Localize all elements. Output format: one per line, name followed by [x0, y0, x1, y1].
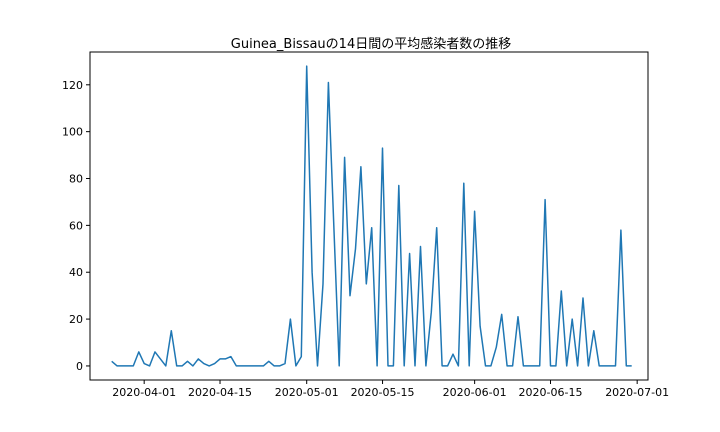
- y-axis: 0 20 40 60 80 100 120: [62, 79, 90, 373]
- series-layer: [111, 65, 632, 367]
- x-tick-label: 2020-05-01: [275, 386, 339, 399]
- y-tick-label: 80: [69, 173, 83, 186]
- x-axis: 2020-04-01 2020-04-15 2020-05-01 2020-05-15…: [112, 380, 669, 399]
- x-tick-label: 2020-04-15: [188, 386, 252, 399]
- y-tick-label: 100: [62, 126, 83, 139]
- x-tick-label: 2020-04-01: [112, 386, 176, 399]
- chart-title: Guinea_Bissauの14日間の平均感染者数の推移: [231, 36, 511, 52]
- x-tick-label: 2020-05-15: [351, 386, 415, 399]
- x-tick-label: 2020-06-01: [443, 386, 507, 399]
- x-tick-label: 2020-07-01: [605, 386, 669, 399]
- y-tick-label: 40: [69, 266, 83, 279]
- y-tick-label: 0: [76, 360, 83, 373]
- y-tick-label: 120: [62, 79, 83, 92]
- series-line: [111, 65, 632, 367]
- y-tick-label: 60: [69, 219, 83, 232]
- plot-area-frame: [89, 51, 649, 381]
- x-tick-label: 2020-06-15: [519, 386, 583, 399]
- y-tick-label: 20: [69, 313, 83, 326]
